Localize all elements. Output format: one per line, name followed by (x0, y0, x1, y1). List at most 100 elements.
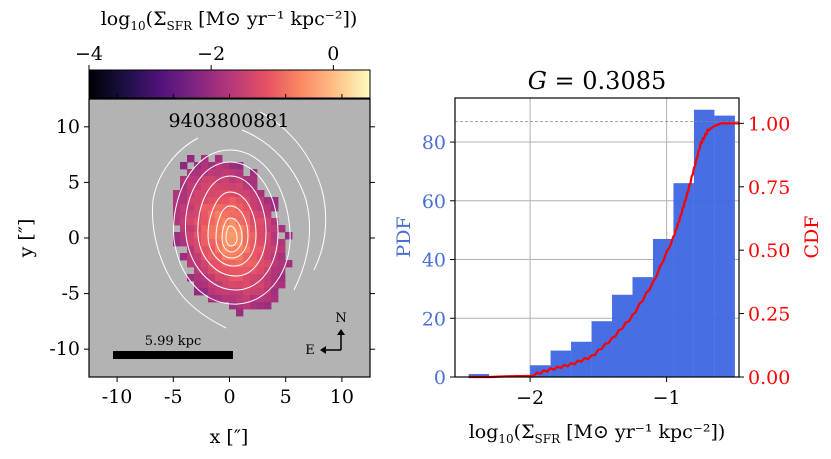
contour-level-2 (184, 161, 279, 291)
sfr-pixel (215, 190, 223, 198)
pdf-tick-label: 40 (422, 250, 446, 272)
sfr-pixel (222, 274, 230, 282)
sfr-pixel (271, 274, 279, 282)
sfr-pixel (250, 197, 258, 205)
sfr-pixel (201, 197, 209, 205)
sfr-pixel (208, 176, 216, 184)
sfr-pixel (257, 253, 265, 261)
sfr-pixel (187, 204, 195, 212)
sfr-pixel (264, 246, 272, 254)
sfr-pixel (194, 176, 202, 184)
contour-level-7 (225, 225, 238, 247)
sfr-pixel (243, 183, 251, 191)
compass (320, 329, 345, 354)
histogram-x-tick-label: −1 (653, 387, 681, 409)
sfr-pixel (250, 169, 258, 177)
sfr-pixel (215, 253, 223, 261)
sfr-pixel (285, 260, 293, 268)
sfr-pixel (208, 281, 216, 289)
sfr-pixel (236, 218, 244, 226)
map-x-axis-label: x [″] (210, 426, 249, 448)
contour-level-3 (197, 175, 267, 277)
histogram-frame (454, 97, 740, 378)
sfr-pixel (173, 218, 181, 226)
sfr-pixel (278, 274, 286, 282)
sfr-pixel (201, 183, 209, 191)
sfr-pixel (250, 176, 258, 184)
sfr-pixel (236, 204, 244, 212)
sfr-pixel (187, 155, 195, 163)
colorbar-label-units: [M⊙ yr⁻¹ kpc⁻²]) (192, 8, 357, 30)
sfr-pixel (201, 225, 209, 233)
sfr-pixel (194, 260, 202, 268)
sfr-pixel (236, 295, 244, 303)
sfr-pixel (236, 260, 244, 268)
sfr-pixel (236, 190, 244, 198)
sfr-pixel (215, 169, 223, 177)
sfr-pixel (222, 267, 230, 275)
sfr-pixel (215, 260, 223, 268)
sfr-pixel (271, 260, 279, 268)
sfr-pixel (201, 162, 209, 170)
pdf-axis-ticks: 0 20 40 60 80 (422, 132, 455, 389)
sfr-pixel (194, 190, 202, 198)
sfr-pixel (243, 225, 251, 233)
sfr-pixel (180, 204, 188, 212)
sfr-pixel (215, 218, 223, 226)
sfr-pixel (236, 232, 244, 240)
xlabel-log: log (469, 421, 499, 443)
sfr-pixel (215, 162, 223, 170)
sfr-pixel (271, 288, 279, 296)
sfr-pixel (208, 260, 216, 268)
sfr-pixel (201, 176, 209, 184)
contour-outer-right (241, 129, 311, 291)
contour-level-5 (215, 205, 249, 259)
sfr-pixel (180, 225, 188, 233)
sfr-pixel (257, 211, 265, 219)
sfr-pixel (236, 176, 244, 184)
sfr-pixel (201, 246, 209, 254)
sfr-pixel (257, 281, 265, 289)
sfr-pixel (250, 288, 258, 296)
sfr-pixel (250, 274, 258, 282)
cdf-tick-label: 0.75 (748, 177, 790, 199)
sfr-pixel (180, 239, 188, 247)
sfr-pixel (243, 204, 251, 212)
colorbar-label-log: log (101, 8, 131, 30)
sfr-pixel (208, 197, 216, 205)
sfr-pixel (208, 169, 216, 177)
sfr-pixel (208, 211, 216, 219)
sfr-pixel (229, 246, 237, 254)
sfr-pixel (194, 281, 202, 289)
sfr-pixel (236, 246, 244, 254)
sfr-pixel (194, 288, 202, 296)
sfr-pixel (173, 232, 181, 240)
sfr-pixel (271, 225, 279, 233)
galaxy-id-label: 9403800881 (169, 110, 290, 132)
sfr-pixel (243, 281, 251, 289)
pdf-bar (632, 277, 653, 377)
sfr-pixel (250, 281, 258, 289)
colorbar-ticks: −4 −2 0 (75, 43, 339, 70)
sfr-pixel (264, 204, 272, 212)
sfr-pixel (201, 281, 209, 289)
pdf-tick-label: 0 (434, 367, 446, 389)
pdf-bar (612, 294, 633, 377)
sfr-pixel (243, 211, 251, 219)
sfr-pixel (264, 295, 272, 303)
sfr-pixel (201, 239, 209, 247)
sfr-pixel (187, 183, 195, 191)
sfr-pixel (187, 239, 195, 247)
sfr-pixel (243, 288, 251, 296)
sfr-pixel (236, 281, 244, 289)
map-x-tick-label: 5 (280, 386, 292, 408)
sfr-pixel (250, 295, 258, 303)
sfr-pixel (236, 211, 244, 219)
sfr-pixel (236, 169, 244, 177)
pdf-bar (530, 365, 551, 377)
sfr-pixel (180, 218, 188, 226)
sfr-pixel (236, 274, 244, 282)
sfr-pixel (278, 225, 286, 233)
sfr-pixel (285, 232, 293, 240)
sfr-pixel (243, 218, 251, 226)
